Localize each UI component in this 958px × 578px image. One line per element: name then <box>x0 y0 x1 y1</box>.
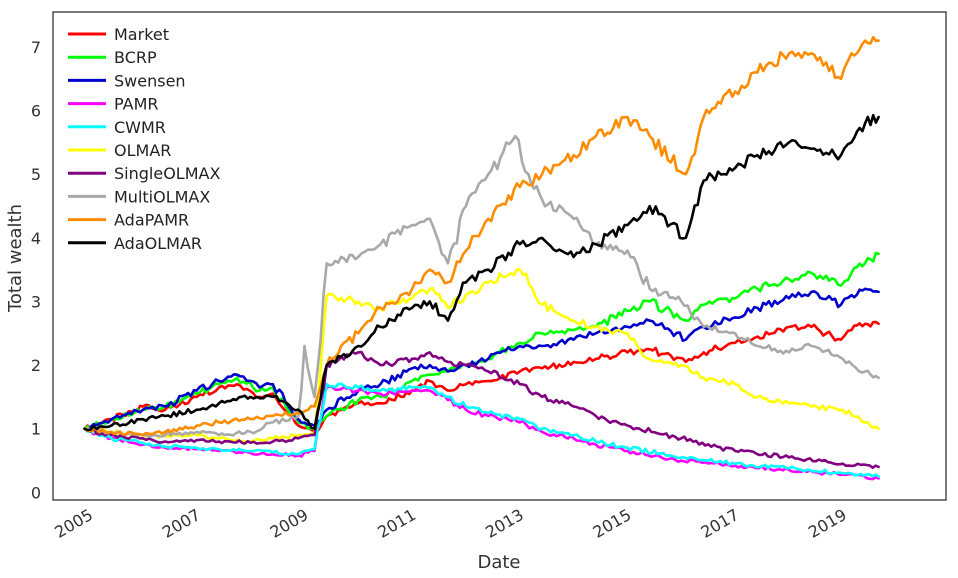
legend-label: PAMR <box>114 95 159 114</box>
legend-label: SingleOLMAX <box>114 164 220 183</box>
legend-label: BCRP <box>114 48 157 67</box>
y-tick-label: 0 <box>31 483 41 502</box>
legend-label: Market <box>114 25 169 44</box>
legend-label: AdaOLMAR <box>114 234 202 253</box>
series-line-multiolmax <box>83 134 880 438</box>
y-tick-label: 4 <box>31 229 41 248</box>
y-axis-label: Total wealth <box>5 204 26 313</box>
series-line-swensen <box>83 287 880 431</box>
series-line-adapamr <box>83 35 880 437</box>
y-tick-label: 5 <box>31 165 41 184</box>
legend-label: Swensen <box>114 71 186 90</box>
legend-label: OLMAR <box>114 141 171 160</box>
y-tick-label: 3 <box>31 292 41 311</box>
legend-label: AdaPAMR <box>114 211 189 230</box>
y-tick-label: 2 <box>31 356 41 375</box>
plot-frame <box>52 11 947 501</box>
y-tick-label: 1 <box>31 420 41 439</box>
series-line-olmar <box>83 268 880 444</box>
y-tick-label: 6 <box>31 102 41 121</box>
series-line-singleolmax <box>83 350 880 469</box>
y-tick-labels: 0 1 2 3 4 5 6 7 <box>31 38 41 502</box>
legend-label: CWMR <box>114 118 166 137</box>
x-axis-label: Date <box>477 552 520 573</box>
legend: Market BCRP Swensen PAMR CWMR OLMAR SingleOLMA… <box>68 25 220 253</box>
series-line-adaolmar <box>83 113 880 432</box>
series-line-cwmr <box>83 382 880 478</box>
series-lines <box>83 35 880 481</box>
legend-label: MultiOLMAX <box>114 187 210 206</box>
y-tick-label: 7 <box>31 38 41 57</box>
